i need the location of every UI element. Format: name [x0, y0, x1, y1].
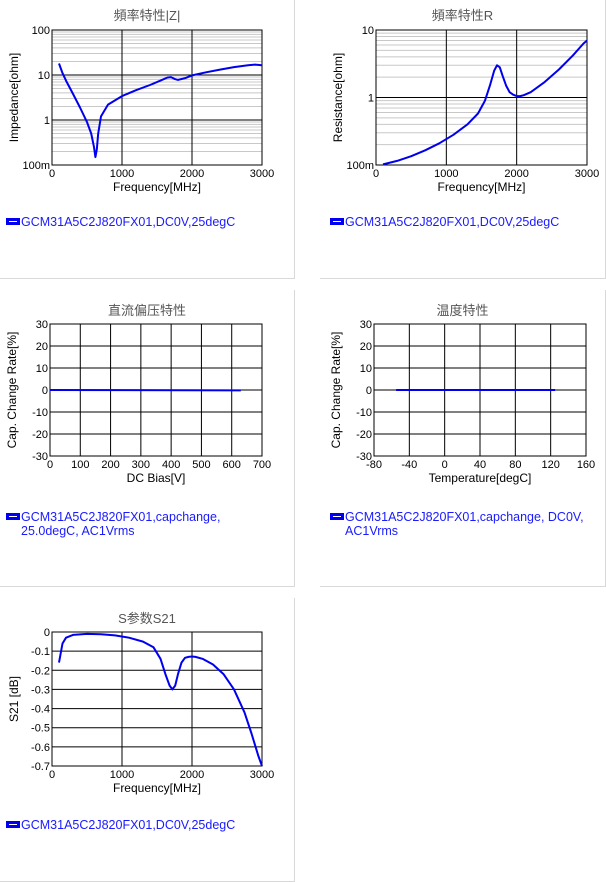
x-tick-label: -40: [401, 459, 417, 471]
legend-label: GCM31A5C2J820FX01,capchange, DC0V, AC1Vr…: [345, 510, 584, 538]
series-swatch-icon: [6, 821, 20, 828]
series-swatch-icon: [6, 513, 20, 520]
x-tick-label: 120: [541, 459, 559, 471]
x-tick-label: 3000: [250, 168, 274, 180]
series-line: [383, 41, 587, 165]
x-tick-label: 3000: [575, 168, 599, 180]
x-tick-label: 600: [223, 459, 241, 471]
x-tick-label: 40: [474, 459, 486, 471]
y-tick-label: 20: [360, 341, 372, 353]
y-axis-label: Resistance[ohm]: [331, 53, 345, 142]
x-tick-label: 0: [49, 168, 55, 180]
legend-label: GCM31A5C2J820FX01,capchange, 25.0degC, A…: [21, 510, 220, 538]
x-tick-label: 700: [253, 459, 271, 471]
x-tick-label: 300: [132, 459, 150, 471]
y-tick-label: -0.1: [31, 646, 50, 658]
y-tick-label: 10: [362, 25, 374, 37]
y-tick-label: 10: [38, 70, 50, 82]
x-tick-label: -80: [366, 459, 382, 471]
x-tick-label: 80: [509, 459, 521, 471]
x-tick-label: 0: [49, 769, 55, 781]
y-tick-label: 1: [44, 115, 50, 127]
series-swatch-icon: [330, 513, 344, 520]
legend-item[interactable]: GCM31A5C2J820FX01,capchange, DC0V, AC1Vr…: [330, 510, 584, 538]
x-tick-label: 200: [101, 459, 119, 471]
x-axis-label: DC Bias[V]: [127, 471, 186, 485]
y-tick-label: -30: [32, 451, 48, 463]
series-swatch-icon: [330, 218, 344, 225]
legend-item[interactable]: GCM31A5C2J820FX01,DC0V,25degC: [6, 818, 235, 832]
y-tick-label: -10: [356, 407, 372, 419]
x-tick-label: 0: [47, 459, 53, 471]
x-tick-label: 100: [71, 459, 89, 471]
y-axis-label: Cap. Change Rate[%]: [5, 332, 19, 449]
legend-item[interactable]: GCM31A5C2J820FX01,DC0V,25degC: [6, 215, 235, 229]
s21-chart: -0.7 -0.6 -0.5 -0.4 -0.3 -0.2 -0.1 0 0 1000 2000 30…: [0, 598, 294, 798]
legend-item[interactable]: GCM31A5C2J820FX01,DC0V,25degC: [330, 215, 559, 229]
x-tick-label: 1000: [434, 168, 458, 180]
y-tick-label: 10: [360, 363, 372, 375]
x-axis-label: Frequency[MHz]: [437, 180, 525, 194]
y-tick-label: -0.6: [31, 742, 50, 754]
y-tick-label: 0: [366, 385, 372, 397]
x-tick-label: 2000: [180, 769, 204, 781]
y-axis-label: Cap. Change Rate[%]: [329, 332, 343, 449]
y-axis-label: Impedance[ohm]: [7, 53, 21, 142]
y-tick-label: 10: [36, 363, 48, 375]
y-tick-label: -0.4: [31, 704, 50, 716]
x-tick-label: 0: [373, 168, 379, 180]
y-tick-label: -20: [32, 429, 48, 441]
x-tick-label: 1000: [110, 769, 134, 781]
y-tick-label: 100: [32, 25, 50, 37]
x-tick-label: 0: [442, 459, 448, 471]
y-tick-label: -0.2: [31, 665, 50, 677]
legend-label: GCM31A5C2J820FX01,DC0V,25degC: [21, 818, 235, 832]
x-tick-label: 1000: [110, 168, 134, 180]
legend-item[interactable]: GCM31A5C2J820FX01,capchange, 25.0degC, A…: [6, 510, 220, 538]
series-swatch-icon: [6, 218, 20, 225]
y-tick-label: 30: [360, 319, 372, 331]
legend-label: GCM31A5C2J820FX01,DC0V,25degC: [345, 215, 559, 229]
x-axis-label: Temperature[degC]: [429, 471, 532, 485]
x-tick-label: 2000: [180, 168, 204, 180]
x-axis-label: Frequency[MHz]: [113, 180, 201, 194]
y-tick-label: 100m: [22, 160, 50, 172]
x-tick-label: 2000: [504, 168, 528, 180]
x-tick-label: 160: [577, 459, 595, 471]
legend-label: GCM31A5C2J820FX01,DC0V,25degC: [21, 215, 235, 229]
plot-frame: [52, 30, 262, 165]
x-axis-label: Frequency[MHz]: [113, 781, 201, 795]
x-tick-label: 3000: [250, 769, 274, 781]
y-tick-label: 0: [42, 385, 48, 397]
y-tick-label: -20: [356, 429, 372, 441]
y-axis-label: S21 [dB]: [7, 676, 21, 722]
y-tick-label: -10: [32, 407, 48, 419]
y-tick-label: 20: [36, 341, 48, 353]
x-tick-label: 400: [162, 459, 180, 471]
y-tick-label: 0: [44, 627, 50, 639]
y-tick-label: -0.7: [31, 761, 50, 773]
y-tick-label: 30: [36, 319, 48, 331]
y-tick-label: -0.5: [31, 723, 50, 735]
series-line: [59, 634, 262, 766]
resistance-chart: 100m 1 10 0 1000 2000 3000 Frequency[MHz] Resist…: [320, 0, 605, 200]
y-tick-label: 100m: [346, 160, 374, 172]
x-tick-label: 500: [192, 459, 210, 471]
y-tick-label: 1: [368, 93, 374, 105]
y-tick-label: -0.3: [31, 684, 50, 696]
